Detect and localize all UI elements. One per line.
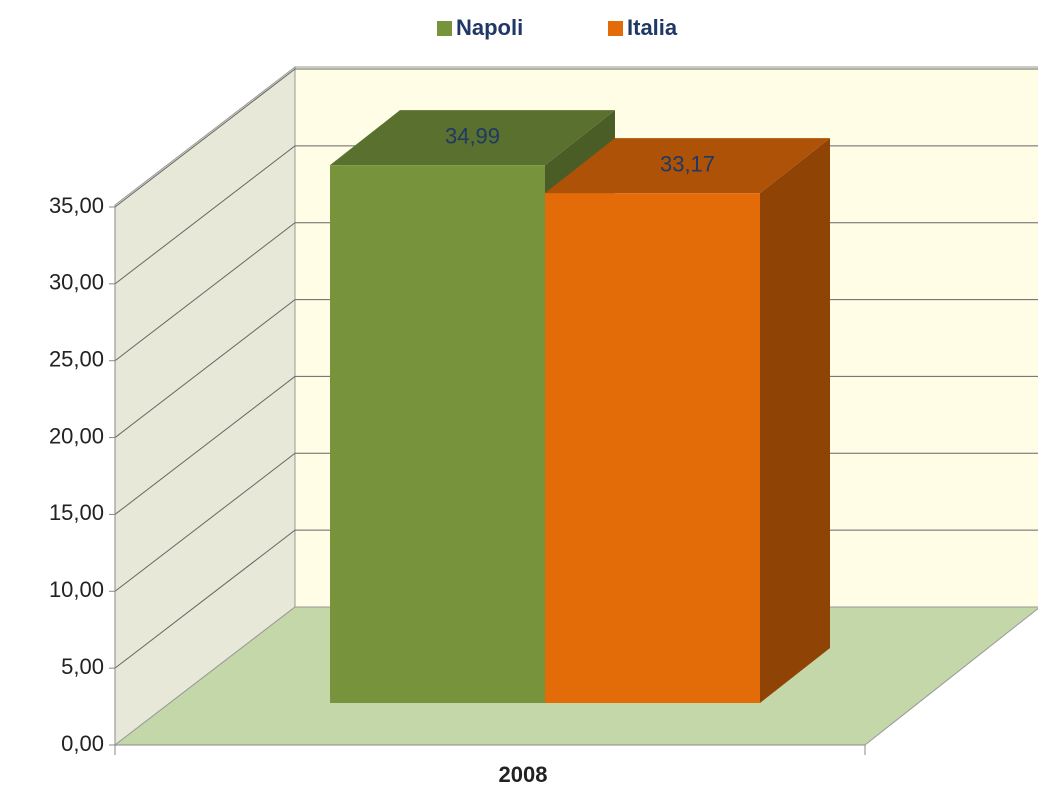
legend-swatch <box>437 21 452 36</box>
y-tick-label: 15,00 <box>49 500 104 525</box>
y-tick-label: 10,00 <box>49 577 104 602</box>
grid-line <box>114 68 1038 208</box>
legend-label: Napoli <box>456 15 523 40</box>
y-tick-label: 0,00 <box>61 731 104 756</box>
y-tick-label: 30,00 <box>49 270 104 295</box>
bars: 34,99 33,17 <box>330 110 830 704</box>
data-label: 34,99 <box>445 123 500 148</box>
data-label: 33,17 <box>660 151 715 176</box>
bar-top <box>330 110 615 166</box>
y-tick-label: 5,00 <box>61 654 104 679</box>
bar-side <box>760 138 830 704</box>
legend: Napoli Italia <box>437 15 678 40</box>
y-tick-label: 35,00 <box>49 193 104 218</box>
bar-top <box>545 138 830 194</box>
y-tick-label: 20,00 <box>49 423 104 448</box>
bar <box>545 193 760 704</box>
legend-swatch <box>608 21 623 36</box>
x-tick-label: 2008 <box>499 762 548 787</box>
legend-label: Italia <box>627 15 678 40</box>
y-tick-label: 25,00 <box>49 347 104 372</box>
bar <box>330 165 545 704</box>
